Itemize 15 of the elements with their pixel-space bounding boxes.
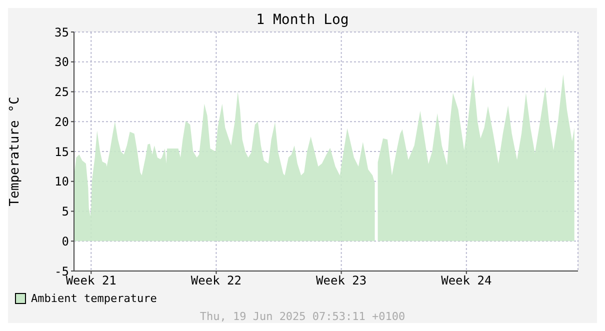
- y-tick-label: 30: [54, 55, 69, 70]
- y-tick-label: 10: [54, 174, 69, 189]
- y-axis-title: Temperature °C: [8, 96, 23, 206]
- y-tick-label: 25: [54, 85, 69, 100]
- y-tick-label: 0: [62, 234, 69, 248]
- y-tick-label: 35: [54, 25, 69, 40]
- x-tick-label: Week 24: [441, 274, 492, 288]
- x-tick-label: Week 23: [316, 274, 367, 288]
- y-tick-label: 20: [54, 114, 69, 129]
- legend-label: Ambient temperature: [31, 292, 157, 305]
- chart-title: 1 Month Log: [256, 12, 349, 28]
- y-tick-label: 5: [62, 204, 69, 219]
- y-tick-label: 15: [54, 144, 69, 159]
- x-tick-label: Week 22: [190, 274, 242, 288]
- text: Thu, 19 Jun 2025 07:53:11 +0100: [198, 310, 406, 323]
